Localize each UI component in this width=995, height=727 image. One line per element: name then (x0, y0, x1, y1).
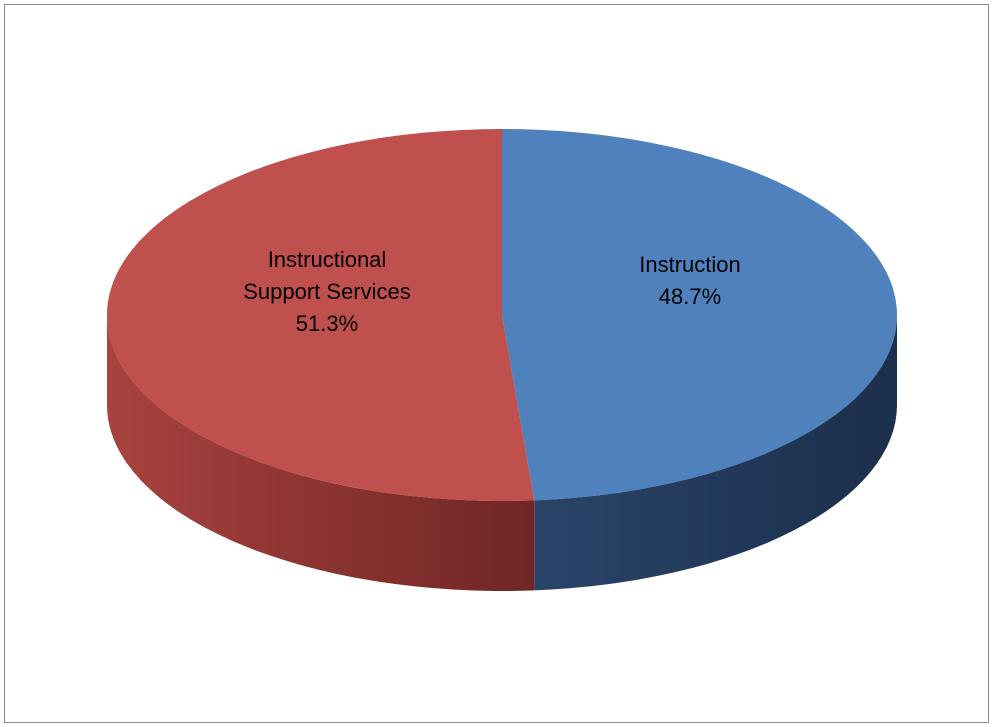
data-label-value: 48.7% (659, 284, 721, 309)
slice-side-instruction (534, 315, 897, 591)
slice-instruction (502, 129, 897, 501)
data-label-category: Instruction (639, 252, 741, 277)
data-label-value: 51.3% (296, 311, 358, 336)
slice-instructional-support-services (106, 129, 535, 502)
data-label-instructional-support-services: Instructional Support Services 51.3% (243, 247, 411, 336)
data-label-category: Support Services (243, 279, 411, 304)
data-label-instruction: Instruction 48.7% (639, 252, 741, 309)
data-label-category: Instructional (268, 247, 387, 272)
slice-side-instructional-support-services (107, 315, 535, 591)
